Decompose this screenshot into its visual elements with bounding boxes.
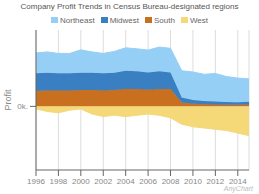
svg-text:0k.: 0k. [17,102,28,111]
svg-text:Profit: Profit [8,89,13,111]
svg-text:1996: 1996 [27,177,45,184]
html-text:West: West [189,15,208,25]
html-text:Company Profit Trends in Censu: Company Profit Trends in Census Bureau-d… [20,2,239,11]
svg-text:2008: 2008 [162,177,180,184]
svg-text:2010: 2010 [184,177,202,184]
svg-text:2012: 2012 [206,177,224,184]
svg-text:2000: 2000 [72,177,90,184]
html-text:Midwest: Midwest [109,15,139,25]
svg-text:2014: 2014 [229,177,247,184]
svg-text:1998: 1998 [50,177,68,184]
svg-text:2004: 2004 [117,177,135,184]
html-text:AnyChart: AnyChart [223,185,253,192]
html-text:South: South [154,15,175,25]
svg-text:2006: 2006 [139,177,157,184]
svg-text:2002: 2002 [94,177,112,184]
html-text:Northeast: Northeast [60,15,95,25]
